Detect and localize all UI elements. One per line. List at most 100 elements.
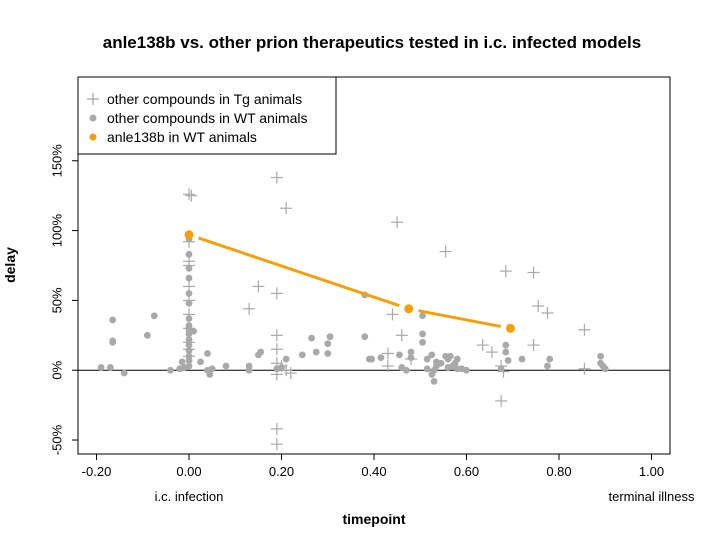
x-axis: -0.20 0.00 0.20 0.40 0.60 0.80 1.00 i.c. infect… — [82, 454, 695, 504]
wt-point — [257, 348, 265, 356]
wt-point — [185, 341, 193, 349]
tg-point — [270, 343, 283, 356]
wt-point — [433, 358, 440, 366]
wt-point — [544, 362, 551, 370]
tg-point — [381, 347, 394, 360]
tg-point — [527, 339, 540, 352]
anle138b-point — [184, 230, 194, 240]
x-annotation: i.c. infection — [155, 489, 224, 504]
wt-point — [167, 366, 174, 374]
legend-gray-dot-icon — [89, 114, 97, 122]
tg-point — [532, 299, 545, 312]
wt-point — [368, 355, 376, 363]
y-tick-label: 100% — [49, 214, 64, 248]
wt-point — [106, 364, 114, 371]
wt-point — [222, 362, 230, 370]
tg-point — [270, 171, 283, 184]
wt-point — [463, 366, 470, 374]
wt-point — [396, 351, 403, 359]
x-axis-label: timepoint — [343, 511, 406, 527]
tg-point — [439, 245, 452, 258]
tg-point — [270, 422, 283, 435]
y-tick-label: 50% — [49, 287, 64, 313]
x-tick-label: -0.20 — [82, 464, 112, 479]
tg-point — [381, 360, 394, 373]
legend-box — [77, 76, 337, 155]
wt-point — [601, 365, 609, 373]
y-tick-label: 0% — [49, 360, 64, 379]
tg-point — [270, 329, 283, 342]
anle138b-line-segment — [418, 309, 501, 328]
wt-point — [430, 377, 438, 385]
x-tick-label: 0.20 — [269, 464, 294, 479]
legend-item-anle138b: anle138b in WT animals — [89, 129, 257, 145]
legend-item-wt: other compounds in WT animals — [89, 110, 308, 126]
tg-point — [527, 266, 540, 279]
tg-point — [499, 265, 512, 278]
wt-point — [502, 348, 510, 356]
wt-point — [430, 366, 438, 374]
chart-marks — [78, 115, 670, 451]
anle138b-line-segment — [197, 236, 400, 308]
wt-point — [324, 350, 332, 357]
wt-point — [546, 355, 554, 363]
wt-point — [419, 338, 426, 346]
tg-point — [476, 339, 489, 352]
wt-point — [150, 312, 158, 320]
wt-point — [419, 330, 426, 338]
tg-point — [270, 438, 283, 451]
wt-point — [185, 299, 193, 307]
tg-point — [183, 188, 195, 201]
wt-point — [597, 352, 605, 360]
wt-point — [208, 365, 216, 373]
y-axis: -50% 0% 50% 100% 150% — [49, 144, 78, 455]
wt-point — [377, 354, 385, 362]
wt-point — [361, 333, 369, 341]
x-annotation: terminal illness — [609, 489, 695, 504]
wt-point — [423, 355, 431, 363]
wt-point — [197, 358, 204, 366]
wt-point — [190, 327, 198, 335]
wt-point — [185, 336, 193, 343]
tg-point — [280, 202, 293, 215]
legend-label-wt: other compounds in WT animals — [107, 110, 308, 126]
wt-point — [185, 362, 193, 370]
tg-point — [578, 323, 591, 336]
x-tick-label: 0.40 — [361, 464, 386, 479]
tg-point — [386, 308, 399, 321]
wt-point — [185, 264, 193, 272]
wt-point — [298, 351, 306, 359]
wt-point — [502, 341, 510, 349]
legend-label-anle138b: anle138b in WT animals — [107, 129, 257, 145]
wt-point — [185, 290, 193, 297]
y-tick-label: -50% — [49, 424, 64, 455]
tg-point — [391, 216, 404, 229]
wt-point — [497, 365, 505, 373]
wt-point — [282, 355, 290, 363]
wt-point — [419, 312, 426, 320]
wt-point — [109, 337, 117, 345]
tg-point — [395, 329, 408, 342]
wt-point — [453, 355, 461, 363]
tg-point — [185, 189, 198, 202]
wt-point — [504, 357, 512, 364]
wt-point — [402, 366, 410, 374]
wt-point — [143, 331, 151, 339]
legend-item-tg: other compounds in Tg animals — [87, 91, 302, 107]
y-axis-label: delay — [2, 247, 18, 283]
wt-point — [423, 365, 431, 373]
wt-point — [97, 364, 105, 371]
wt-point — [185, 250, 193, 258]
tg-point — [284, 367, 297, 380]
wt-point — [518, 355, 526, 363]
wt-point — [185, 347, 193, 355]
wt-point — [324, 340, 332, 348]
wt-point — [407, 354, 415, 362]
wt-point — [446, 352, 454, 360]
wt-point — [206, 371, 214, 378]
wt-point — [245, 362, 253, 370]
x-tick-label: 0.00 — [176, 464, 201, 479]
wt-point — [185, 315, 193, 322]
anle138b-point — [404, 304, 414, 314]
